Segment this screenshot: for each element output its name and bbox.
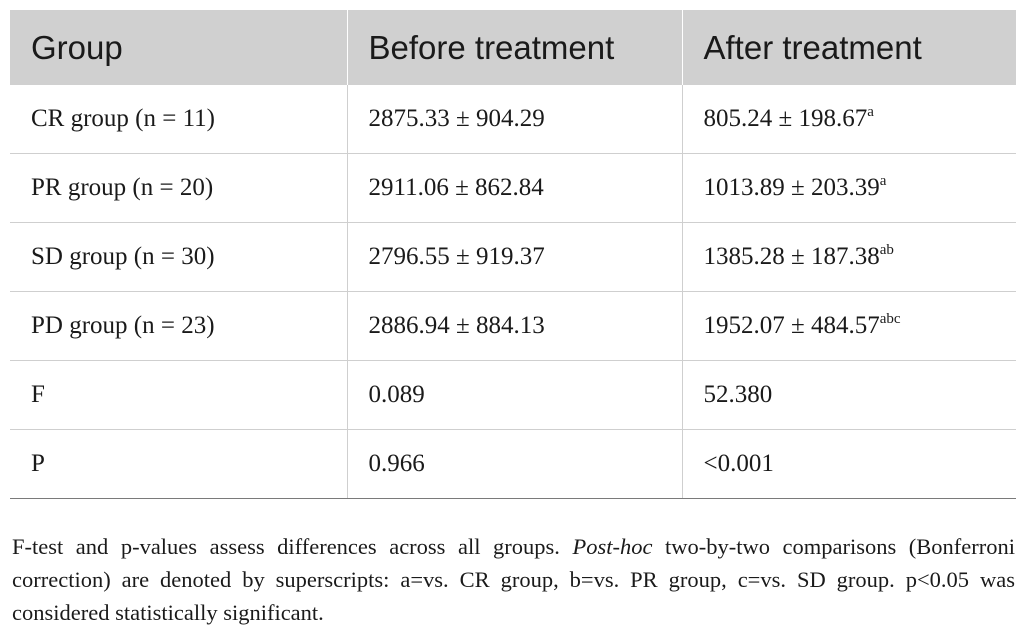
- cell-group: SD group (n = 30): [10, 222, 348, 292]
- cell-after-superscript: abc: [879, 311, 901, 327]
- cell-after: 1013.89 ± 203.39a: [682, 153, 1016, 223]
- footnote-text-start: F-test and p-values assess differences a…: [12, 533, 573, 559]
- header-group: Group: [10, 10, 348, 85]
- cell-group: P: [10, 429, 348, 499]
- cell-after: <0.001: [682, 429, 1016, 499]
- table-row: PR group (n = 20) 2911.06 ± 862.84 1013.…: [10, 153, 1016, 223]
- table-row: CR group (n = 11) 2875.33 ± 904.29 805.2…: [10, 85, 1016, 154]
- results-table-container: Group Before treatment After treatment C…: [10, 10, 1016, 499]
- table-row: PD group (n = 23) 2886.94 ± 884.13 1952.…: [10, 291, 1016, 361]
- cell-before: 2911.06 ± 862.84: [347, 153, 683, 223]
- cell-before: 0.089: [347, 360, 683, 430]
- cell-before: 0.966: [347, 429, 683, 499]
- table-row: F 0.089 52.380: [10, 360, 1016, 430]
- table-header-row: Group Before treatment After treatment: [10, 10, 1016, 85]
- cell-after-superscript: ab: [879, 242, 894, 258]
- cell-after-value: 1013.89 ± 203.39: [703, 174, 880, 201]
- table-footnote: F-test and p-values assess differences a…: [12, 530, 1015, 629]
- footnote-text-end: two-by-two comparisons (Bonferroni corre…: [12, 533, 1016, 625]
- results-table: Group Before treatment After treatment C…: [10, 10, 1016, 499]
- cell-before: 2875.33 ± 904.29: [347, 85, 683, 154]
- cell-before: 2796.55 ± 919.37: [347, 222, 683, 292]
- cell-group: PR group (n = 20): [10, 153, 348, 223]
- cell-after-value: 52.380: [703, 381, 773, 408]
- cell-after-value: 805.24 ± 198.67: [703, 105, 868, 132]
- table-row: SD group (n = 30) 2796.55 ± 919.37 1385.…: [10, 222, 1016, 292]
- cell-group: CR group (n = 11): [10, 85, 348, 154]
- header-before-treatment: Before treatment: [347, 10, 683, 85]
- cell-before: 2886.94 ± 884.13: [347, 291, 683, 361]
- table-row: P 0.966 <0.001: [10, 429, 1016, 499]
- cell-group: PD group (n = 23): [10, 291, 348, 361]
- cell-after-value: 1385.28 ± 187.38: [703, 243, 880, 270]
- footnote-italic-term: Post-hoc: [572, 533, 653, 559]
- cell-after: 1385.28 ± 187.38ab: [682, 222, 1016, 292]
- cell-after-value: 1952.07 ± 484.57: [703, 312, 880, 339]
- cell-after: 805.24 ± 198.67a: [682, 85, 1016, 154]
- cell-after: 1952.07 ± 484.57abc: [682, 291, 1016, 361]
- header-after-treatment: After treatment: [682, 10, 1016, 85]
- cell-after-value: <0.001: [703, 450, 774, 477]
- cell-after: 52.380: [682, 360, 1016, 430]
- cell-after-superscript: a: [867, 104, 874, 120]
- cell-group: F: [10, 360, 348, 430]
- cell-after-superscript: a: [879, 173, 887, 189]
